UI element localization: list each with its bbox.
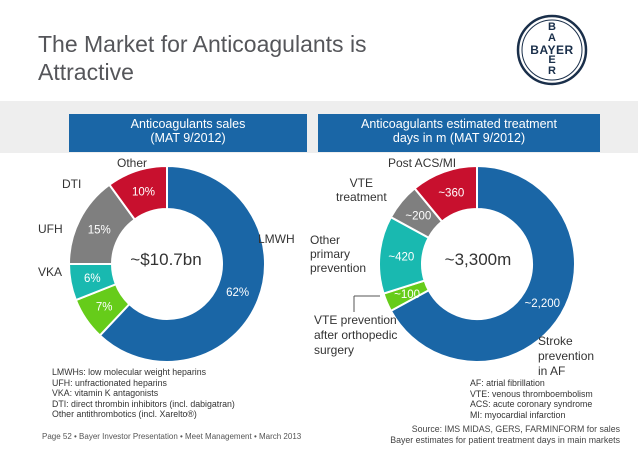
right-chart-title-line-2: days in m (MAT 9/2012) [392, 131, 526, 145]
note-line: UFH: unfractionated heparins [52, 377, 167, 388]
note-line: VTE: venous thromboembolism [470, 388, 593, 399]
abbreviations-left: LMWHs: low molecular weight heparins UFH… [52, 367, 235, 420]
donut-slice [413, 164, 478, 223]
left-category-label: DTI [62, 177, 82, 191]
donut-slice [108, 164, 168, 221]
sales-donut-chart: 62% 7% 6% 15% 10% [67, 164, 266, 363]
source-line-2: Bayer estimates for patient treatment da… [390, 435, 620, 445]
treatment-days-donut-chart: ~2,200 ~100 ~420 ~200 ~360 [378, 164, 576, 363]
slice-value-label: 10% [132, 187, 155, 199]
note-line: MI: myocardial infarction [470, 409, 566, 420]
slice-value-label: 6% [84, 273, 101, 285]
left-category-label: Other [117, 156, 148, 170]
right-center-total: ~3,300m [444, 250, 512, 269]
source-line-1: Source: IMS MIDAS, GERS, FARMINFORM for … [411, 424, 620, 434]
note-line: ACS: acute coronary syndrome [470, 399, 593, 409]
right-category-label: VTE prevention after orthopedic surgery [314, 313, 398, 357]
right-category-label: VTE treatment [336, 176, 387, 204]
slice-value-label: ~100 [394, 289, 420, 301]
svg-text:A: A [548, 32, 556, 44]
note-line: Other antithrombotics (incl. Xarelto®) [52, 409, 197, 419]
right-chart-header: Anticoagulants estimated treatment days … [318, 114, 600, 152]
svg-text:E: E [548, 54, 555, 66]
slice-value-label: 15% [88, 224, 111, 236]
donut-slice [98, 164, 266, 363]
source-note: Source: IMS MIDAS, GERS, FARMINFORM for … [360, 424, 620, 446]
slice-value-label: ~360 [438, 187, 464, 199]
right-chart-title-line-1: Anticoagulants estimated treatment [361, 117, 557, 131]
title-line-1: The Market for Anticoagulants is [38, 31, 367, 57]
abbreviations-right: AF: atrial fibrillation VTE: venous thro… [470, 378, 593, 420]
right-category-label: Stroke prevention in AF [538, 334, 595, 378]
note-line: AF: atrial fibrillation [470, 378, 545, 388]
left-category-label: LMWH [258, 232, 295, 246]
note-line: LMWHs: low molecular weight heparins [52, 367, 207, 377]
left-chart-title-line-2: (MAT 9/2012) [150, 131, 226, 145]
left-category-label: UFH [38, 222, 63, 236]
page-footer: Page 52 • Bayer Investor Presentation • … [42, 432, 302, 441]
note-line: VKA: vitamin K antagonists [52, 388, 159, 398]
left-category-label: VKA [38, 265, 63, 279]
svg-text:R: R [548, 65, 556, 77]
slice-value-label: ~420 [388, 252, 414, 264]
left-chart-header: Anticoagulants sales (MAT 9/2012) [69, 114, 307, 152]
slice-value-label: 62% [226, 287, 249, 299]
donut-slice [389, 164, 576, 363]
slice-value-label: ~200 [405, 211, 431, 223]
slice-value-label: 7% [96, 302, 113, 314]
title-line-2: Attractive [38, 59, 134, 85]
slice-value-label: ~2,200 [525, 298, 561, 310]
note-line: DTI: direct thrombin inhibitors (incl. d… [52, 398, 235, 409]
svg-text:B: B [548, 21, 556, 33]
page-title: The Market for Anticoagulants is Attract… [38, 30, 458, 86]
right-category-label: Other primary prevention [310, 233, 367, 275]
right-category-label: Post ACS/MI [388, 156, 457, 170]
bayer-cross-logo: B A E R BAYER [516, 14, 588, 86]
left-center-total: ~$10.7bn [130, 250, 202, 269]
left-chart-title-line-1: Anticoagulants sales [130, 117, 246, 131]
svg-text:BAYER: BAYER [530, 43, 573, 57]
